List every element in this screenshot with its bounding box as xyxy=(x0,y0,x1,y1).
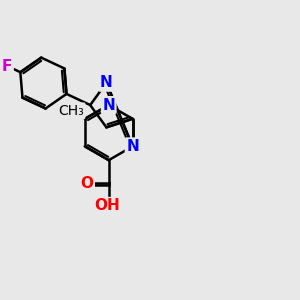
Text: F: F xyxy=(2,58,12,74)
Text: N: N xyxy=(102,98,115,112)
Text: OH: OH xyxy=(94,198,120,213)
Text: N: N xyxy=(100,75,113,90)
Text: N: N xyxy=(126,139,139,154)
Text: CH₃: CH₃ xyxy=(58,104,84,118)
Text: O: O xyxy=(80,176,94,191)
